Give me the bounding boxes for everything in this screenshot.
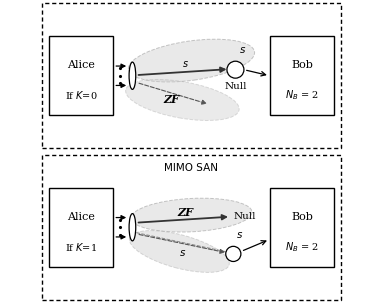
Ellipse shape (129, 62, 136, 89)
Circle shape (227, 61, 244, 78)
FancyBboxPatch shape (270, 36, 334, 115)
FancyBboxPatch shape (49, 188, 113, 267)
Ellipse shape (131, 198, 252, 232)
Text: ZF: ZF (177, 207, 193, 218)
Ellipse shape (129, 231, 229, 272)
FancyBboxPatch shape (49, 36, 113, 115)
Text: Bob: Bob (291, 211, 313, 222)
Ellipse shape (128, 39, 255, 82)
Text: Alice: Alice (67, 211, 95, 222)
Text: If $K$=1: If $K$=1 (65, 241, 97, 253)
Ellipse shape (126, 79, 239, 121)
Text: ZF: ZF (164, 95, 180, 105)
Text: $s$: $s$ (179, 248, 186, 258)
Text: $s$: $s$ (239, 45, 247, 55)
Text: Null: Null (233, 212, 256, 221)
Text: Null: Null (224, 82, 247, 91)
Text: If $K$=0: If $K$=0 (65, 89, 97, 102)
Text: $s$: $s$ (182, 58, 189, 69)
Text: MIMO SAN: MIMO SAN (165, 163, 218, 173)
Ellipse shape (129, 214, 136, 241)
Text: $s$: $s$ (236, 230, 244, 240)
Text: $N_B$ = 2: $N_B$ = 2 (285, 88, 319, 102)
Text: Alice: Alice (67, 60, 95, 70)
Text: $N_B$ = 2: $N_B$ = 2 (285, 240, 319, 254)
Circle shape (226, 246, 241, 261)
Text: Bob: Bob (291, 60, 313, 70)
FancyBboxPatch shape (270, 188, 334, 267)
